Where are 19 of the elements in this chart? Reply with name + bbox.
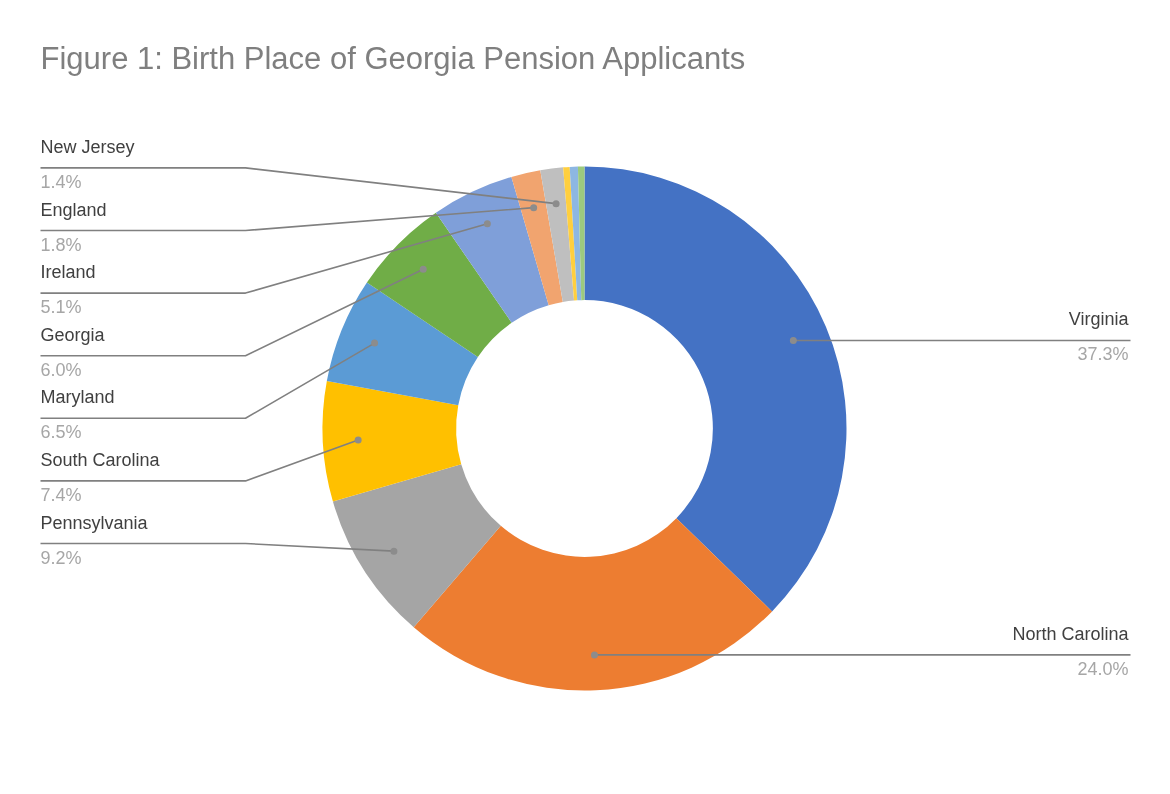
data-label: 5.1% bbox=[40, 297, 82, 318]
data-label: 7.4% bbox=[40, 484, 82, 505]
slice-label: Virginia bbox=[1068, 309, 1130, 330]
data-label: 1.8% bbox=[40, 234, 82, 255]
data-label: 24.0% bbox=[1077, 658, 1129, 679]
slice-label: New Jersey bbox=[40, 136, 135, 157]
slice-label: Ireland bbox=[40, 262, 96, 283]
slice-label: Maryland bbox=[40, 387, 115, 408]
slice-label: North Carolina bbox=[1012, 623, 1130, 644]
data-label: 1.4% bbox=[40, 171, 82, 192]
slice-label: Georgia bbox=[40, 324, 106, 345]
slice-label: England bbox=[40, 199, 107, 220]
slice-label: South Carolina bbox=[40, 449, 161, 470]
data-label: 37.3% bbox=[1077, 344, 1129, 365]
slice-label: Pennsylvania bbox=[40, 512, 149, 533]
data-label: 9.2% bbox=[40, 547, 82, 568]
chart-title: Figure 1: Birth Place of Georgia Pension Applicants bbox=[40, 41, 746, 76]
data-label: 6.5% bbox=[40, 422, 82, 443]
data-label: 6.0% bbox=[40, 359, 82, 380]
